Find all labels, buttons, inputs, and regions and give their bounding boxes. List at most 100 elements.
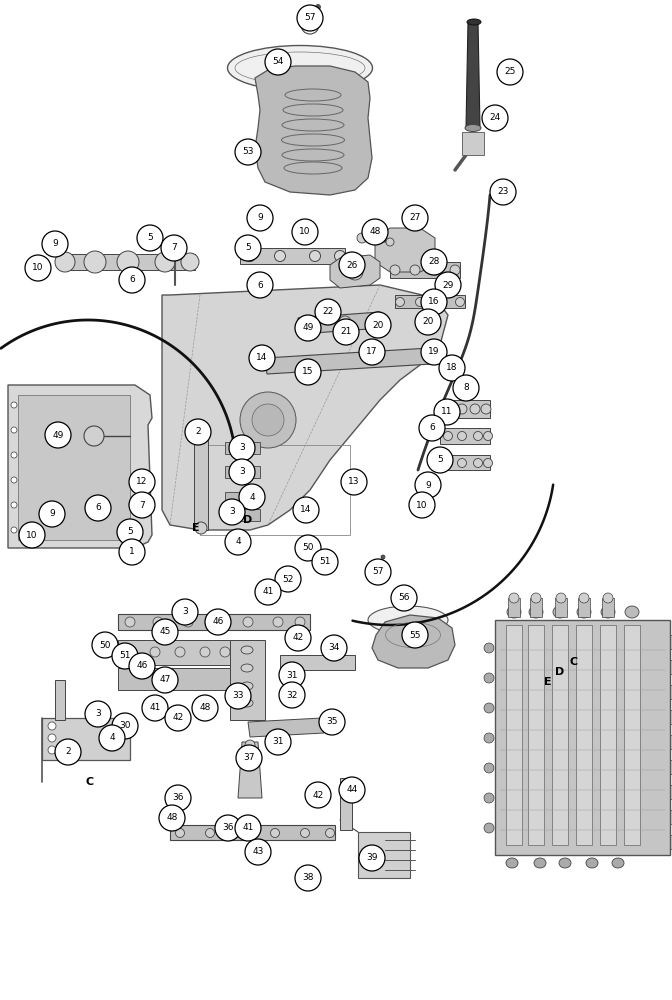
Ellipse shape <box>335 250 345 261</box>
Ellipse shape <box>213 617 223 627</box>
Text: 5: 5 <box>437 456 443 464</box>
Ellipse shape <box>301 16 319 34</box>
Polygon shape <box>118 640 230 665</box>
Circle shape <box>295 315 321 341</box>
Ellipse shape <box>325 828 335 838</box>
Ellipse shape <box>155 252 175 272</box>
Text: 6: 6 <box>95 504 101 512</box>
Circle shape <box>225 683 251 709</box>
Ellipse shape <box>625 606 639 618</box>
Circle shape <box>229 459 255 485</box>
Polygon shape <box>372 615 455 668</box>
Polygon shape <box>55 680 65 720</box>
Circle shape <box>362 219 388 245</box>
Text: 37: 37 <box>243 754 255 762</box>
Polygon shape <box>670 760 672 774</box>
Circle shape <box>556 593 566 603</box>
Text: 47: 47 <box>159 676 171 684</box>
Circle shape <box>365 559 391 585</box>
Polygon shape <box>225 509 260 521</box>
Circle shape <box>265 729 291 755</box>
Ellipse shape <box>150 647 160 657</box>
Polygon shape <box>118 668 230 690</box>
Text: 9: 9 <box>52 239 58 248</box>
Text: 35: 35 <box>326 718 338 726</box>
Ellipse shape <box>458 432 466 440</box>
Ellipse shape <box>274 250 286 261</box>
Text: 6: 6 <box>257 280 263 290</box>
Text: 10: 10 <box>416 500 428 510</box>
Ellipse shape <box>457 404 467 414</box>
Text: 32: 32 <box>286 690 298 700</box>
Circle shape <box>48 722 56 730</box>
Text: 6: 6 <box>429 424 435 432</box>
Ellipse shape <box>241 646 253 654</box>
Circle shape <box>439 355 465 381</box>
Ellipse shape <box>443 404 453 414</box>
Text: 3: 3 <box>182 607 188 616</box>
Text: 50: 50 <box>302 544 314 552</box>
Circle shape <box>319 709 345 735</box>
Text: 5: 5 <box>127 528 133 536</box>
Circle shape <box>235 139 261 165</box>
Ellipse shape <box>483 432 493 440</box>
Polygon shape <box>280 655 355 670</box>
Text: 56: 56 <box>398 593 410 602</box>
Ellipse shape <box>601 606 615 618</box>
Polygon shape <box>238 742 262 798</box>
Text: 48: 48 <box>166 814 177 822</box>
Text: 20: 20 <box>422 318 433 326</box>
Circle shape <box>531 593 541 603</box>
Ellipse shape <box>300 828 310 838</box>
Circle shape <box>579 593 589 603</box>
Circle shape <box>165 705 191 731</box>
Circle shape <box>279 682 305 708</box>
Circle shape <box>321 635 347 661</box>
Polygon shape <box>170 825 335 840</box>
Ellipse shape <box>245 250 255 261</box>
Ellipse shape <box>529 606 543 618</box>
Polygon shape <box>395 295 465 308</box>
Circle shape <box>215 815 241 841</box>
Ellipse shape <box>396 298 405 306</box>
Circle shape <box>279 662 305 688</box>
Circle shape <box>497 59 523 85</box>
Polygon shape <box>506 625 522 845</box>
Circle shape <box>192 695 218 721</box>
Text: 9: 9 <box>257 214 263 223</box>
Polygon shape <box>330 255 380 288</box>
Circle shape <box>484 673 494 683</box>
Polygon shape <box>440 428 490 444</box>
Ellipse shape <box>410 265 420 275</box>
Circle shape <box>484 763 494 773</box>
Polygon shape <box>466 22 480 128</box>
Circle shape <box>48 746 56 754</box>
Circle shape <box>341 469 367 495</box>
Circle shape <box>152 667 178 693</box>
Text: 3: 3 <box>239 468 245 477</box>
Text: 41: 41 <box>262 587 274 596</box>
Circle shape <box>415 472 441 498</box>
Polygon shape <box>162 285 448 530</box>
Text: 7: 7 <box>171 243 177 252</box>
Circle shape <box>295 359 321 385</box>
Text: 17: 17 <box>366 348 378 357</box>
Polygon shape <box>530 598 542 617</box>
Circle shape <box>195 424 207 436</box>
Ellipse shape <box>368 606 448 634</box>
Polygon shape <box>600 625 616 845</box>
Circle shape <box>39 501 65 527</box>
Circle shape <box>484 823 494 833</box>
Circle shape <box>142 695 168 721</box>
Polygon shape <box>440 455 490 470</box>
Text: 9: 9 <box>49 510 55 518</box>
Text: 46: 46 <box>212 617 224 626</box>
Ellipse shape <box>273 617 283 627</box>
Ellipse shape <box>415 298 425 306</box>
Text: 45: 45 <box>159 628 171 637</box>
Ellipse shape <box>577 606 591 618</box>
Circle shape <box>265 49 291 75</box>
Text: 26: 26 <box>346 260 358 269</box>
Text: 49: 49 <box>302 324 314 332</box>
Polygon shape <box>60 254 195 270</box>
